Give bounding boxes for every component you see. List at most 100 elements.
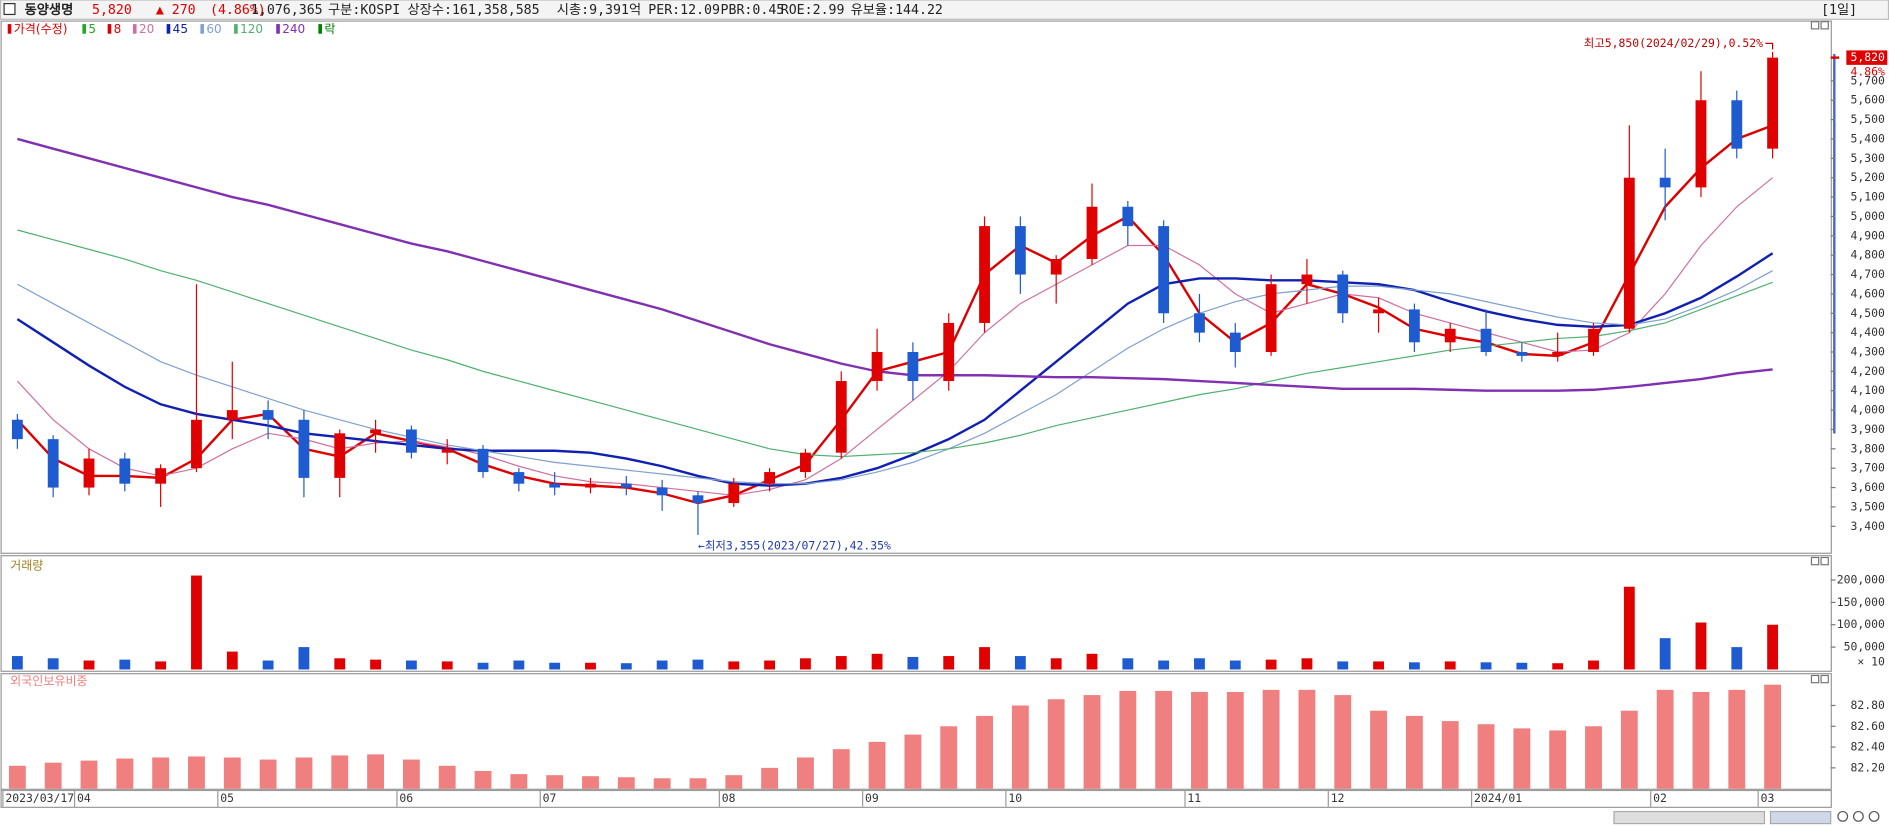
bar (1119, 690, 1137, 789)
bar (1656, 689, 1674, 789)
high-arrow (1765, 42, 1774, 50)
bar (979, 647, 990, 670)
y-tick-label: 4,900 (1850, 228, 1885, 242)
x-tick-label: 06 (399, 791, 413, 805)
candle-body (585, 483, 596, 488)
candle-body (1194, 313, 1205, 333)
candle-body (1337, 274, 1349, 314)
bar (549, 662, 561, 670)
candle-body (1301, 274, 1313, 285)
candle-body (513, 472, 525, 484)
zoom-buttons[interactable] (1837, 810, 1880, 822)
bar (1585, 726, 1602, 789)
moving-average (16, 124, 1774, 505)
panel-max[interactable] (1810, 21, 1820, 30)
market: 구분:KOSPI (328, 3, 400, 18)
foreign-panel (0, 673, 1832, 790)
candle-body (191, 419, 202, 469)
price: 5,820 (92, 3, 132, 18)
bar (692, 659, 704, 670)
scrollbar[interactable] (1613, 810, 1766, 825)
legend-swatch (7, 24, 12, 34)
x-tick-label: 11 (1187, 791, 1201, 805)
candle-body (764, 472, 776, 484)
y-tick-label: 3,600 (1850, 480, 1885, 494)
bar (1552, 663, 1564, 670)
bar (868, 741, 886, 789)
panel-title: 외국인보유비중 (10, 674, 87, 688)
bar (1767, 624, 1779, 670)
candle-body (1588, 328, 1599, 352)
bar (689, 778, 707, 789)
time-axis (0, 789, 1832, 808)
bar (191, 575, 202, 670)
bar (1408, 662, 1420, 670)
candle-body (1516, 351, 1528, 356)
volume-panel (0, 555, 1832, 672)
unit-label: × 10 (1857, 655, 1885, 669)
scroll-range[interactable] (1769, 810, 1832, 825)
y-tick-label: 4,100 (1850, 383, 1885, 397)
y-tick-label: 82.40 (1850, 740, 1885, 754)
candle-body (620, 483, 632, 488)
bar (1370, 710, 1387, 789)
candle-body (11, 419, 23, 440)
stock-name: 동양생명 (25, 1, 74, 18)
candle-body (47, 439, 59, 488)
panel-close[interactable] (1820, 556, 1829, 566)
bar (582, 776, 599, 789)
panel-close[interactable] (1820, 674, 1829, 684)
per: PER:12.09 (648, 3, 720, 18)
zoom-in[interactable] (1837, 810, 1849, 822)
bar (262, 660, 274, 670)
zoom-out[interactable] (1852, 810, 1864, 822)
candle-body (800, 452, 811, 473)
y-tick-label: 200,000 (1837, 573, 1885, 587)
y-tick-label: 150,000 (1837, 595, 1885, 609)
period-button[interactable]: [1일] (1821, 2, 1857, 18)
bar (1158, 660, 1170, 670)
bar (1480, 662, 1492, 670)
bar (1050, 658, 1062, 670)
candle-body (155, 468, 167, 484)
y-tick-label: 82.60 (1850, 719, 1885, 733)
candle-body (119, 458, 131, 484)
x-tick-label: 10 (1008, 791, 1022, 805)
panel-max[interactable] (1810, 674, 1820, 684)
panel-close[interactable] (1820, 21, 1829, 30)
bar (1695, 622, 1707, 670)
bar (1083, 695, 1101, 789)
x-tick-label: 08 (722, 791, 736, 805)
bar (1692, 691, 1710, 789)
candle-body (1623, 177, 1635, 329)
y-tick-label: 4,300 (1850, 344, 1885, 358)
y-tick-label: 4,700 (1850, 267, 1885, 281)
reserve-ratio: 유보율:144.22 (851, 2, 943, 18)
y-tick-label: 4,600 (1850, 286, 1885, 300)
volume: 1,076,365 (251, 3, 323, 18)
candle-body (1552, 351, 1564, 356)
high-annotation: 최고5,850(2024/02/29),0.52% (1584, 36, 1763, 50)
bar (546, 775, 564, 789)
zoom-reset[interactable] (1868, 810, 1880, 822)
candle-body (692, 495, 704, 504)
panel-max[interactable] (1810, 556, 1820, 566)
bar (8, 765, 26, 789)
legend-swatch (166, 24, 171, 34)
bar (367, 754, 384, 789)
legend-label: 120 (240, 22, 263, 36)
panel-buttons[interactable] (1810, 21, 1829, 684)
bar (402, 759, 420, 789)
bar (1588, 660, 1599, 670)
legend-label: 락 (324, 22, 335, 36)
checkbox[interactable] (3, 3, 16, 16)
candle-body (979, 226, 990, 323)
moving-average (16, 177, 1773, 496)
candle-body (441, 448, 453, 453)
bar (83, 660, 95, 670)
bar (119, 659, 131, 670)
legend-label: 가격(수정) (14, 22, 68, 36)
change: ▲ 270 (156, 3, 196, 18)
legend-swatch (200, 24, 204, 34)
y-tick-label: 4,400 (1850, 325, 1885, 339)
